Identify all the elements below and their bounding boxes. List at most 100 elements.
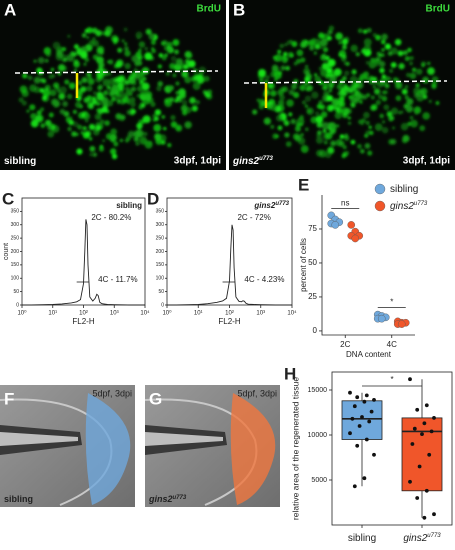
cell (265, 75, 270, 80)
cell (103, 90, 109, 96)
cell (338, 140, 345, 147)
cell (182, 99, 188, 106)
cell (317, 130, 322, 136)
cell (314, 43, 321, 50)
x-axis-label: FL2-H (218, 317, 240, 326)
cell (370, 57, 376, 63)
cell (89, 152, 93, 157)
cell (53, 100, 61, 108)
cell (84, 29, 89, 33)
cell (310, 116, 318, 124)
cell (304, 104, 309, 108)
cell (327, 126, 332, 131)
cell (83, 62, 87, 66)
cell (88, 137, 93, 141)
cell (416, 94, 424, 102)
point (427, 452, 432, 457)
cell (372, 76, 378, 81)
cell (86, 35, 90, 40)
cell (325, 151, 332, 159)
cell (116, 100, 121, 105)
cell (306, 107, 315, 116)
cell (141, 67, 150, 75)
genotype-label-main: sibling (4, 156, 36, 167)
cell (416, 68, 423, 75)
point (432, 512, 436, 517)
cell (22, 73, 28, 79)
cell (77, 124, 83, 130)
point (367, 419, 372, 424)
cell (427, 61, 431, 66)
cell (42, 95, 48, 101)
cell (273, 66, 279, 72)
cell (47, 130, 55, 138)
x-tick-label: 10¹ (194, 311, 203, 317)
cell (286, 40, 292, 45)
cell (153, 123, 162, 132)
cell (291, 83, 298, 90)
histogram-trace (22, 219, 145, 306)
x-tick-label-main: gins2 (403, 533, 427, 544)
point (415, 496, 420, 500)
significance: * (390, 375, 393, 384)
cell (138, 80, 145, 86)
cell (277, 49, 282, 54)
y-tick-label: 250 (156, 235, 165, 241)
point (355, 395, 360, 400)
plane-line (14, 70, 219, 74)
cells (18, 26, 213, 160)
cell (144, 52, 153, 61)
cell (327, 29, 333, 35)
cell (372, 32, 377, 37)
panel-letter: E (298, 175, 309, 194)
cell (150, 101, 156, 108)
brightfield: G 5dpf, 3dpi gins2u773 (144, 385, 280, 507)
x-tick-label-sup: u773 (427, 533, 441, 539)
cell (129, 97, 136, 103)
histogram: 0 50 100 150 200 250 300 350 10⁰ 10¹ 10² 10³ 10⁴ D gin… (147, 189, 297, 326)
cell (381, 74, 386, 79)
cell (48, 112, 54, 118)
cell (375, 34, 381, 41)
cell (309, 45, 315, 51)
y-tick-label: 0 (313, 326, 318, 335)
cell (335, 100, 343, 108)
cell (270, 90, 277, 97)
cell (269, 102, 278, 111)
cell (93, 91, 97, 96)
cell (388, 138, 394, 145)
cell (384, 90, 388, 95)
annotation: 2C - 72% (237, 213, 270, 222)
cell (110, 148, 117, 155)
legend-label-main: sibling (390, 184, 418, 195)
cell (68, 82, 76, 90)
cell (51, 74, 56, 78)
cell (81, 32, 87, 38)
cell (381, 126, 389, 134)
plot-frame (331, 371, 453, 526)
y-tick-label: 15000 (308, 387, 328, 394)
cell (92, 152, 98, 157)
cell (431, 83, 437, 90)
cell (126, 109, 132, 115)
cell (94, 113, 102, 121)
y-tick-label: 300 (156, 222, 165, 228)
cell (318, 100, 323, 105)
cell (175, 125, 182, 131)
cell (326, 135, 330, 139)
cell (277, 99, 285, 106)
cell (88, 123, 95, 130)
cell (318, 66, 323, 71)
cell (145, 28, 152, 35)
cell (129, 87, 135, 93)
cell (189, 97, 196, 104)
cell (119, 138, 124, 143)
cell (420, 87, 428, 96)
y-tick-label: 50 (158, 289, 164, 295)
cell (170, 55, 177, 62)
cell (398, 63, 405, 70)
cell (401, 88, 408, 95)
cell (322, 129, 327, 133)
cell (133, 130, 142, 138)
cell (329, 76, 337, 85)
